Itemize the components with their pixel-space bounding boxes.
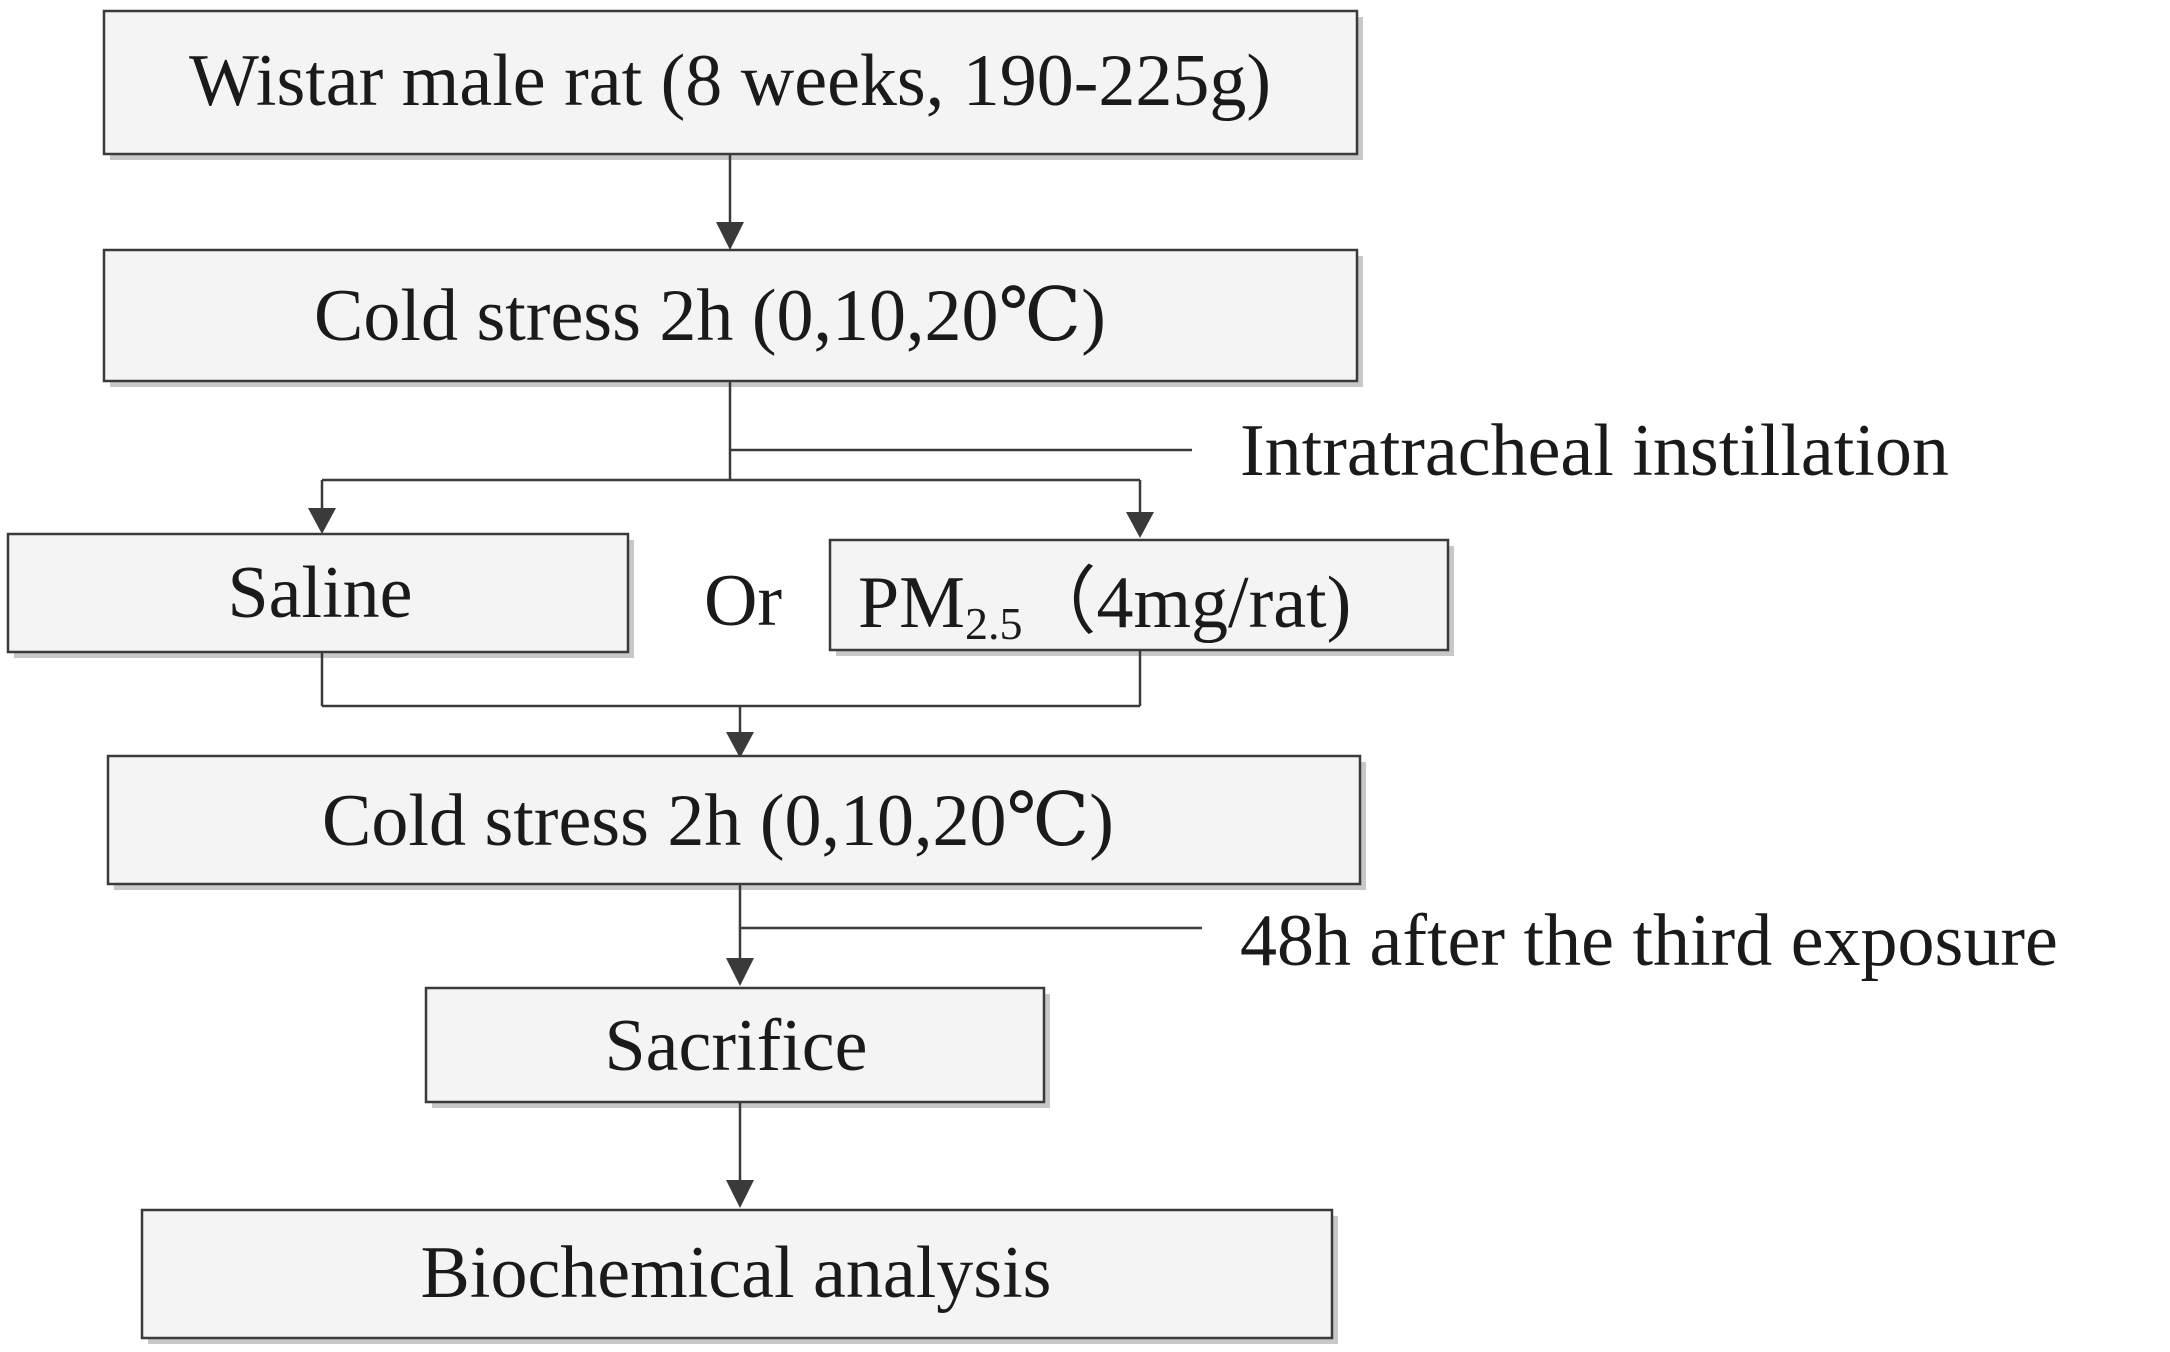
node-cold-stress-2-label: Cold stress 2h (0,10,20℃) bbox=[322, 780, 1114, 862]
node-cold-stress-1-label: Cold stress 2h (0,10,20℃) bbox=[314, 275, 1106, 357]
node-rat-label: Wistar male rat (8 weeks, 190-225g) bbox=[189, 40, 1271, 122]
node-saline: Saline bbox=[6, 532, 634, 658]
node-saline-label: Saline bbox=[228, 552, 413, 634]
edge-sacrifice-to-analysis bbox=[726, 1102, 754, 1208]
timing-label: 48h after the third exposure bbox=[1240, 900, 2058, 982]
node-cold-stress-2: Cold stress 2h (0,10,20℃) bbox=[106, 754, 1366, 890]
node-sacrifice: Sacrifice bbox=[424, 986, 1050, 1108]
edge-cold2-to-sacrifice bbox=[726, 884, 1202, 986]
node-pm25: PM2.5（4mg/rat) bbox=[828, 538, 1454, 656]
edge-rat-to-cold1 bbox=[716, 154, 744, 250]
node-cold-stress-1: Cold stress 2h (0,10,20℃) bbox=[102, 248, 1363, 387]
node-rat: Wistar male rat (8 weeks, 190-225g) bbox=[102, 9, 1363, 160]
node-sacrifice-label: Sacrifice bbox=[605, 1005, 868, 1087]
pm-prefix: PM bbox=[858, 562, 965, 644]
edge-cold1-split bbox=[308, 381, 1192, 538]
pm-dose: （4mg/rat) bbox=[1022, 562, 1351, 644]
edge-merge-to-cold2 bbox=[320, 650, 1142, 758]
pm-subscript: 2.5 bbox=[965, 598, 1023, 649]
instillation-label: Intratracheal instillation bbox=[1240, 410, 1949, 492]
node-pm25-label: PM2.5（4mg/rat) bbox=[858, 562, 1351, 649]
node-biochemical-analysis: Biochemical analysis bbox=[140, 1208, 1338, 1344]
node-biochemical-analysis-label: Biochemical analysis bbox=[421, 1232, 1052, 1314]
or-label: Or bbox=[704, 560, 782, 642]
